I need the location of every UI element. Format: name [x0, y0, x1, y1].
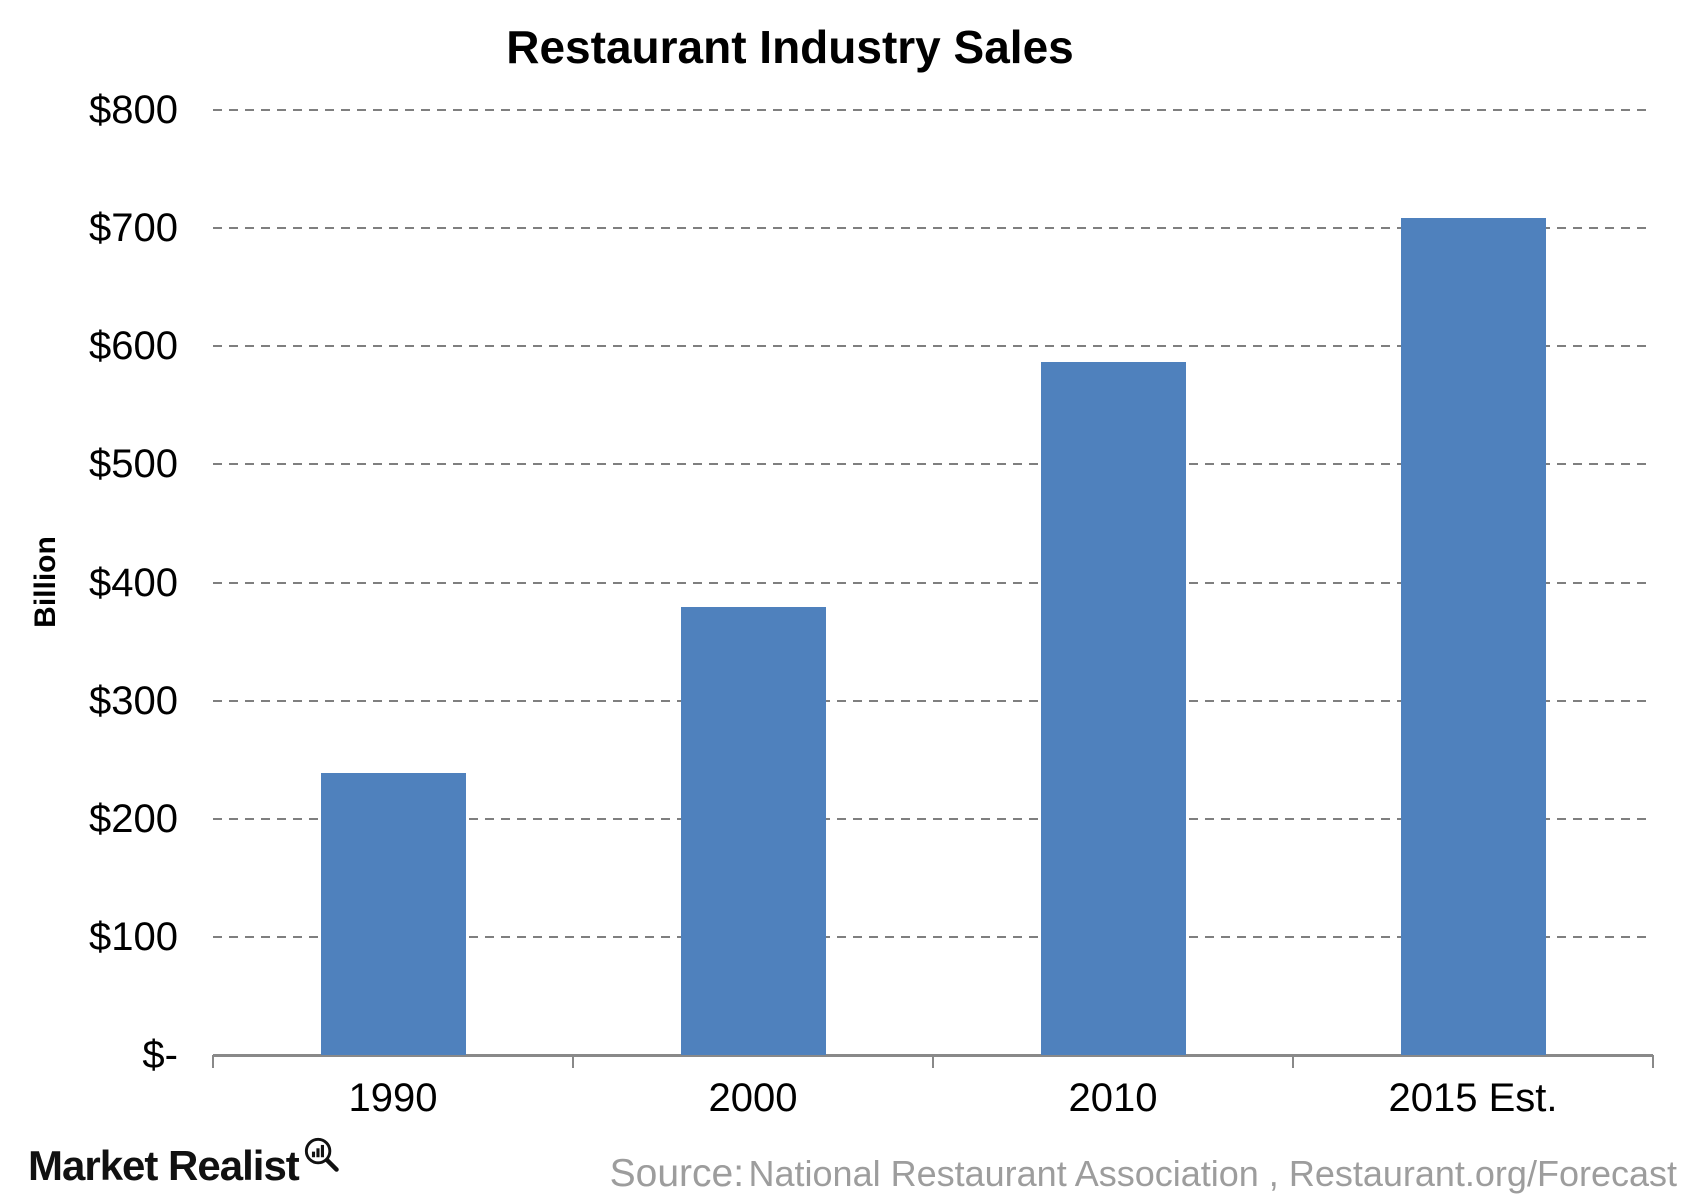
- bar-1990: [320, 772, 466, 1055]
- x-tick-label: 2015 Est.: [1388, 1076, 1558, 1120]
- source-label: Source:: [609, 1152, 745, 1195]
- y-tick-label: $400: [89, 560, 178, 605]
- gridline: [213, 699, 1653, 702]
- source-text: National Restaurant Association , Restau…: [748, 1153, 1677, 1194]
- gridline: [213, 227, 1653, 230]
- gridline: [213, 581, 1653, 584]
- y-tick-label: $-: [142, 1033, 178, 1077]
- x-axis-tick: [1292, 1055, 1294, 1068]
- chart-title: Restaurant Industry Sales: [506, 21, 1074, 73]
- y-tick-label: $700: [89, 206, 178, 251]
- x-axis-tick: [212, 1055, 214, 1068]
- x-axis-tick: [932, 1055, 934, 1068]
- plot-area: [213, 109, 1653, 1057]
- x-tick-label: 2000: [708, 1076, 798, 1120]
- bar-2000: [680, 607, 826, 1055]
- gridline: [213, 935, 1653, 938]
- x-tick-label: 1990: [348, 1076, 438, 1120]
- bar-2010: [1040, 361, 1186, 1055]
- magnifier-bar-chart-icon: [303, 1136, 341, 1184]
- gridline: [213, 109, 1653, 111]
- bar-2015 Est.: [1400, 217, 1546, 1055]
- gridline: [213, 345, 1653, 348]
- x-axis-tick: [1652, 1055, 1654, 1068]
- gridline: [213, 817, 1653, 820]
- x-axis-tick: [572, 1055, 574, 1068]
- y-tick-label: $800: [89, 88, 178, 132]
- brand-logo: Market Realist: [28, 1137, 341, 1190]
- y-tick-label: $100: [89, 914, 178, 959]
- y-tick-label: $600: [89, 324, 178, 369]
- source-attribution: Source: National Restaurant Association …: [610, 1152, 1677, 1196]
- brand-logo-text: Market Realist: [28, 1142, 300, 1189]
- y-tick-label: $500: [89, 442, 178, 487]
- y-tick-label: $200: [89, 796, 178, 841]
- y-tick-label: $300: [89, 678, 178, 723]
- x-tick-label: 2010: [1068, 1076, 1158, 1120]
- gridline: [213, 463, 1653, 466]
